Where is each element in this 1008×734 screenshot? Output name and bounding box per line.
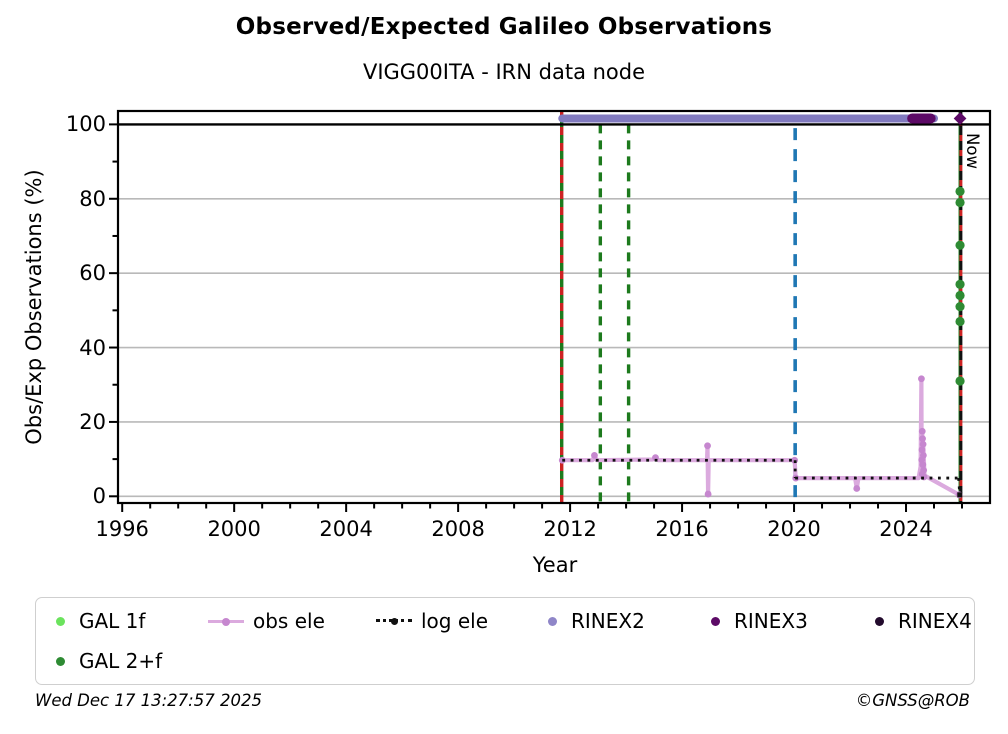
log-ele-end-marker bbox=[957, 492, 963, 498]
legend-marker-gal-2f bbox=[50, 656, 70, 666]
plot-frame bbox=[116, 109, 992, 505]
legend-marker-rinex2 bbox=[542, 616, 562, 626]
gal-2-f-point bbox=[955, 290, 965, 301]
legend-label-gal-1f: GAL 1f bbox=[79, 609, 146, 633]
y-axis-tick-label: 0 bbox=[92, 484, 106, 509]
legend-marker-rinex4 bbox=[869, 616, 889, 626]
obs-ele-marker bbox=[853, 485, 861, 492]
legend-label-rinex3: RINEX3 bbox=[734, 609, 808, 633]
x-axis-tick-label: 2024 bbox=[879, 517, 933, 541]
legend-item-log-ele: log ele bbox=[376, 606, 488, 636]
x-axis-tick-label: 2012 bbox=[543, 517, 597, 541]
obs-ele-marker bbox=[918, 446, 926, 454]
now-label: Now bbox=[963, 133, 982, 169]
x-axis-tick-label: 2000 bbox=[207, 517, 261, 541]
chart-plot-area: Now bbox=[109, 109, 992, 512]
gal-2-f-point bbox=[955, 316, 965, 327]
obs-ele-marker bbox=[919, 461, 927, 469]
gal-2-f-point bbox=[955, 240, 965, 250]
legend-marker-gal-1f bbox=[50, 616, 70, 626]
legend-label-rinex4: RINEX4 bbox=[898, 609, 972, 633]
obs-ele-marker bbox=[919, 440, 927, 448]
obs-ele-marker bbox=[919, 435, 926, 443]
plot-timestamp: Wed Dec 17 13:27:57 2025 bbox=[35, 691, 262, 710]
obs-ele-marker bbox=[918, 375, 925, 383]
legend-item-obs-ele: obs ele bbox=[208, 606, 325, 636]
chart-legend: GAL 1f obs ele log ele RINEX2 RINEX3 RINEX4 GA… bbox=[35, 597, 975, 685]
x-axis-tick-label: 2008 bbox=[431, 517, 485, 541]
x-axis-tick-label: 1996 bbox=[95, 517, 149, 541]
legend-item-rinex2: RINEX2 bbox=[542, 606, 645, 636]
y-axis-tick-label: 100 bbox=[65, 112, 106, 137]
x-axis-tick-label: 2004 bbox=[319, 517, 373, 541]
chart-svg: Now bbox=[109, 109, 992, 512]
y-axis-tick-label: 40 bbox=[79, 335, 106, 360]
legend-label-gal-2f: GAL 2+f bbox=[79, 649, 163, 673]
legend-marker-log-ele bbox=[376, 614, 412, 628]
page-title: Observed/Expected Galileo Observations bbox=[235, 14, 773, 40]
rinex3-now-marker bbox=[953, 112, 967, 125]
legend-label-log-ele: log ele bbox=[421, 609, 489, 633]
log-ele-line bbox=[957, 477, 962, 495]
gal-2-f-point bbox=[955, 376, 965, 386]
obs-ele-marker bbox=[704, 490, 712, 498]
legend-label-rinex2: RINEX2 bbox=[571, 609, 645, 633]
obs-ele-marker bbox=[591, 451, 598, 459]
copyright-credit: ©GNSS@ROB bbox=[855, 691, 970, 710]
legend-marker-obs-ele bbox=[208, 614, 244, 628]
legend-item-gal-1f: GAL 1f bbox=[50, 606, 145, 636]
legend-marker-rinex3 bbox=[705, 616, 725, 626]
page-subtitle: VIGG00ITA - IRN data node bbox=[362, 60, 646, 84]
legend-item-gal-2f: GAL 2+f bbox=[50, 646, 162, 676]
obs-ele-marker bbox=[918, 427, 926, 435]
y-axis-tick-label: 20 bbox=[79, 409, 106, 434]
legend-item-rinex3: RINEX3 bbox=[705, 606, 808, 636]
x-axis-label: Year bbox=[532, 553, 578, 577]
gal-2-f-point bbox=[955, 186, 965, 196]
gal-2-f-point bbox=[955, 279, 965, 289]
legend-label-obs-ele: obs ele bbox=[253, 609, 325, 633]
obs-ele-marker bbox=[704, 442, 711, 450]
y-axis-tick-label: 80 bbox=[79, 186, 106, 211]
x-axis-tick-label: 2020 bbox=[767, 517, 821, 541]
gal-2-f-point bbox=[955, 197, 965, 208]
y-axis-tick-label: 60 bbox=[79, 261, 106, 286]
obs-ele-line bbox=[560, 376, 962, 497]
legend-item-rinex4: RINEX4 bbox=[869, 606, 972, 636]
gal-2-f-point bbox=[955, 302, 965, 312]
x-axis-tick-label: 2016 bbox=[655, 517, 709, 541]
